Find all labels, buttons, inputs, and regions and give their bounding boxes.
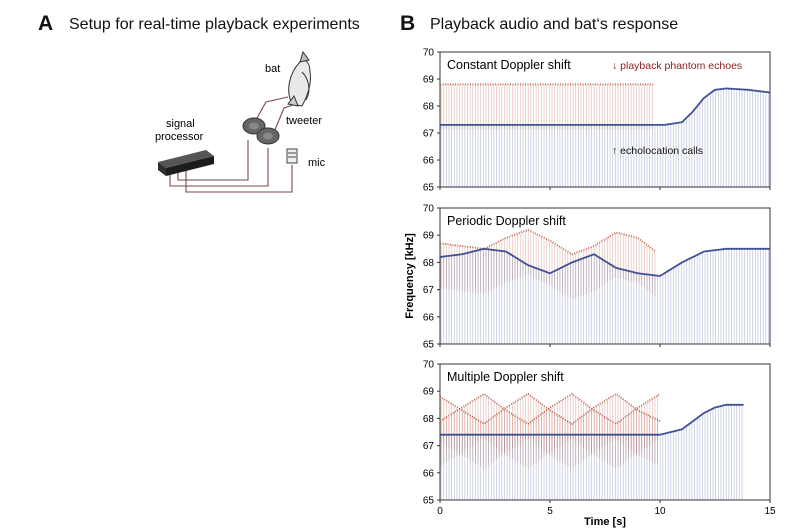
label-signal: signal bbox=[166, 118, 195, 130]
bat-icon bbox=[287, 50, 311, 107]
echo-contour bbox=[439, 228, 657, 256]
echo-series bbox=[440, 83, 654, 130]
call-contour bbox=[439, 247, 770, 277]
signal-processor-box bbox=[158, 150, 214, 176]
call-series bbox=[439, 247, 770, 344]
y-tick-label: 67 bbox=[423, 129, 435, 140]
y-tick-label: 68 bbox=[423, 102, 435, 113]
label-tweeter: tweeter bbox=[286, 115, 322, 127]
call-series bbox=[440, 87, 771, 187]
call-series bbox=[440, 403, 744, 500]
label-mic: mic bbox=[308, 157, 326, 169]
y-tick-label: 70 bbox=[423, 204, 435, 215]
plot-frame bbox=[439, 51, 771, 188]
panel-b-title: Playback audio and bat‘s response bbox=[430, 16, 679, 33]
panel-b-letter: B bbox=[400, 12, 416, 35]
panel-a-title: Setup for real-time playback experiments bbox=[69, 16, 360, 33]
spectrogram-panels: 65 66 67 68 69 70 Constant Doppler shift ↓ play… bbox=[423, 48, 776, 518]
speaker-right bbox=[256, 127, 280, 145]
chart-panel-1: 65 66 67 68 69 70 Constant Doppler shift ↓ play… bbox=[423, 48, 771, 194]
echo-contour bbox=[439, 392, 661, 425]
y-tick-label: 65 bbox=[423, 340, 435, 351]
y-tick-label: 67 bbox=[423, 285, 435, 296]
y-axis-label: Frequency [kHz] bbox=[404, 233, 416, 319]
panel-a-letter: A bbox=[38, 12, 54, 35]
y-tick-label: 65 bbox=[423, 183, 435, 194]
echo-contour bbox=[439, 392, 661, 425]
plot-frame bbox=[439, 363, 771, 501]
x-tick-label: 0 bbox=[437, 506, 443, 517]
mic-icon bbox=[286, 148, 298, 164]
label-bat: bat bbox=[265, 63, 280, 75]
y-tick-label: 69 bbox=[423, 231, 435, 242]
x-tick-label: 15 bbox=[764, 506, 776, 517]
y-tick-label: 68 bbox=[423, 414, 435, 425]
plot-frame bbox=[439, 207, 771, 345]
speaker-left bbox=[242, 117, 266, 135]
y-tick-label: 69 bbox=[423, 387, 435, 398]
y-tick-label: 70 bbox=[423, 360, 435, 371]
setup-diagram: bat tweeter signal processor mic bbox=[155, 50, 326, 193]
chart-panel-2: 65 66 67 68 69 70 Periodic Doppler shift bbox=[423, 204, 771, 351]
cable-lines bbox=[169, 96, 297, 193]
call-contour bbox=[440, 403, 744, 436]
panel-title: Multiple Doppler shift bbox=[447, 370, 564, 384]
y-tick-label: 67 bbox=[423, 441, 435, 452]
y-tick-label: 66 bbox=[423, 468, 435, 479]
label-processor: processor bbox=[155, 131, 204, 143]
y-tick-label: 70 bbox=[423, 48, 435, 59]
y-tick-label: 66 bbox=[423, 156, 435, 167]
annotation-echolocation-calls: ↑ echolocation calls bbox=[612, 145, 703, 157]
annotation-phantom-echoes: ↓ playback phantom echoes bbox=[612, 60, 742, 72]
x-tick-label: 5 bbox=[547, 506, 553, 517]
panel-title: Constant Doppler shift bbox=[447, 58, 571, 72]
y-tick-label: 68 bbox=[423, 258, 435, 269]
y-tick-label: 66 bbox=[423, 312, 435, 323]
y-tick-label: 65 bbox=[423, 496, 435, 507]
y-tick-label: 69 bbox=[423, 75, 435, 86]
panel-title: Periodic Doppler shift bbox=[447, 214, 566, 228]
x-tick-label: 10 bbox=[654, 506, 666, 517]
call-contour bbox=[440, 87, 771, 126]
x-axis-label: Time [s] bbox=[584, 516, 626, 528]
echo-series bbox=[439, 392, 661, 469]
chart-panel-3: 65 66 67 68 69 70 0 5 10 15 Multiple Doppler shift bbox=[423, 360, 776, 518]
echo-series bbox=[439, 228, 657, 299]
